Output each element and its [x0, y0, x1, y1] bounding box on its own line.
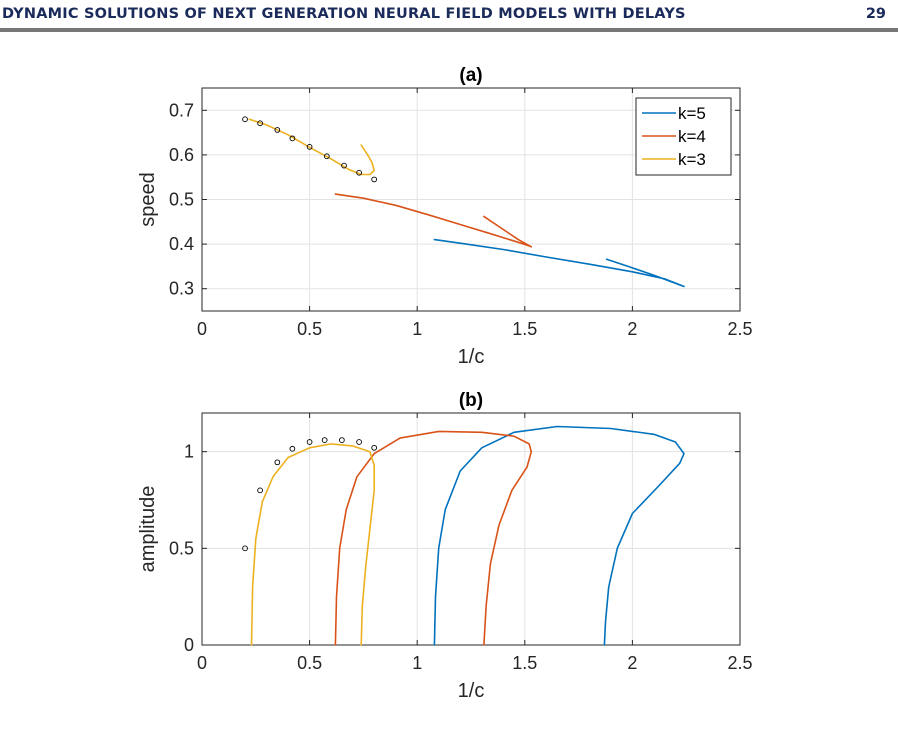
x-tick-label: 1.5: [512, 319, 537, 339]
chart-a: 0 0.5 1 1.5 2 2.5 0.3 0.4 0.5 0.6 0.7 (a) 1/c speed k=…: [137, 65, 753, 368]
data-point-marker: [356, 439, 362, 445]
data-point-marker: [289, 135, 296, 142]
data-point-marker: [306, 144, 313, 150]
x-tick-label: 0: [197, 653, 207, 673]
data-point-marker: [306, 439, 313, 445]
legend-label: k=5: [678, 104, 706, 123]
legend-label: k=4: [678, 127, 706, 146]
data-point-marker: [257, 487, 263, 494]
series-line-k=4: [334, 430, 533, 646]
data-point-marker: [289, 445, 296, 452]
x-axis-label: 1/c: [458, 346, 485, 368]
data-point-marker: [321, 437, 328, 443]
y-tick-label: 0.6: [169, 145, 194, 165]
legend-label: k=3: [678, 150, 706, 169]
series-line-k=5: [433, 238, 685, 288]
data-point-marker: [274, 127, 281, 133]
header-rule: [0, 28, 898, 32]
data-point-marker: [371, 176, 378, 183]
x-tick-label: 0.5: [297, 653, 322, 673]
data-point-marker: [257, 120, 263, 127]
page-number: 29: [865, 6, 886, 22]
x-tick-label: 1: [412, 653, 422, 673]
y-tick-label: 1: [184, 442, 194, 462]
running-title: DYNAMIC SOLUTIONS OF NEXT GENERATION NEU…: [2, 6, 686, 22]
chart-b: 0 0.5 1 1.5 2 2.5 0 0.5 1 (b) 1/c amplitude: [137, 390, 753, 702]
y-axis-label: speed: [137, 172, 159, 227]
legend: k=5 k=4 k=3: [635, 97, 732, 176]
series-line-k=5: [433, 425, 685, 646]
data-point-marker: [341, 162, 347, 169]
data-point-marker: [274, 459, 281, 466]
series-line-k=4: [334, 193, 533, 248]
x-tick-label: 1: [412, 319, 422, 339]
data-point-marker: [242, 116, 248, 123]
data-point-marker: [242, 545, 248, 552]
plot-frame: [201, 412, 741, 646]
data-point-marker: [339, 437, 345, 443]
x-tick-label: 1.5: [512, 653, 537, 673]
chart-title: (b): [459, 390, 483, 411]
y-tick-label: 0.5: [169, 190, 194, 210]
y-tick-label: 0: [184, 635, 194, 655]
series-line-k=3: [248, 118, 375, 176]
data-point-marker: [356, 169, 362, 176]
y-axis-label: amplitude: [137, 486, 159, 573]
series-line-k=3: [250, 443, 375, 646]
page-header: DYNAMIC SOLUTIONS OF NEXT GENERATION NEU…: [0, 0, 898, 40]
x-axis-label: 1/c: [458, 680, 485, 702]
data-point-marker: [323, 153, 330, 160]
y-tick-label: 0.4: [169, 234, 194, 254]
data-point-marker: [371, 444, 378, 451]
y-tick-label: 0.7: [169, 100, 194, 120]
x-tick-label: 2: [627, 319, 637, 339]
x-tick-label: 2: [627, 653, 637, 673]
chart-title: (a): [459, 65, 482, 86]
x-tick-label: 2.5: [727, 319, 752, 339]
y-tick-label: 0.3: [169, 279, 194, 299]
x-tick-label: 2.5: [727, 653, 752, 673]
x-tick-label: 0.5: [297, 319, 322, 339]
x-tick-label: 0: [197, 319, 207, 339]
y-tick-label: 0.5: [169, 538, 194, 558]
